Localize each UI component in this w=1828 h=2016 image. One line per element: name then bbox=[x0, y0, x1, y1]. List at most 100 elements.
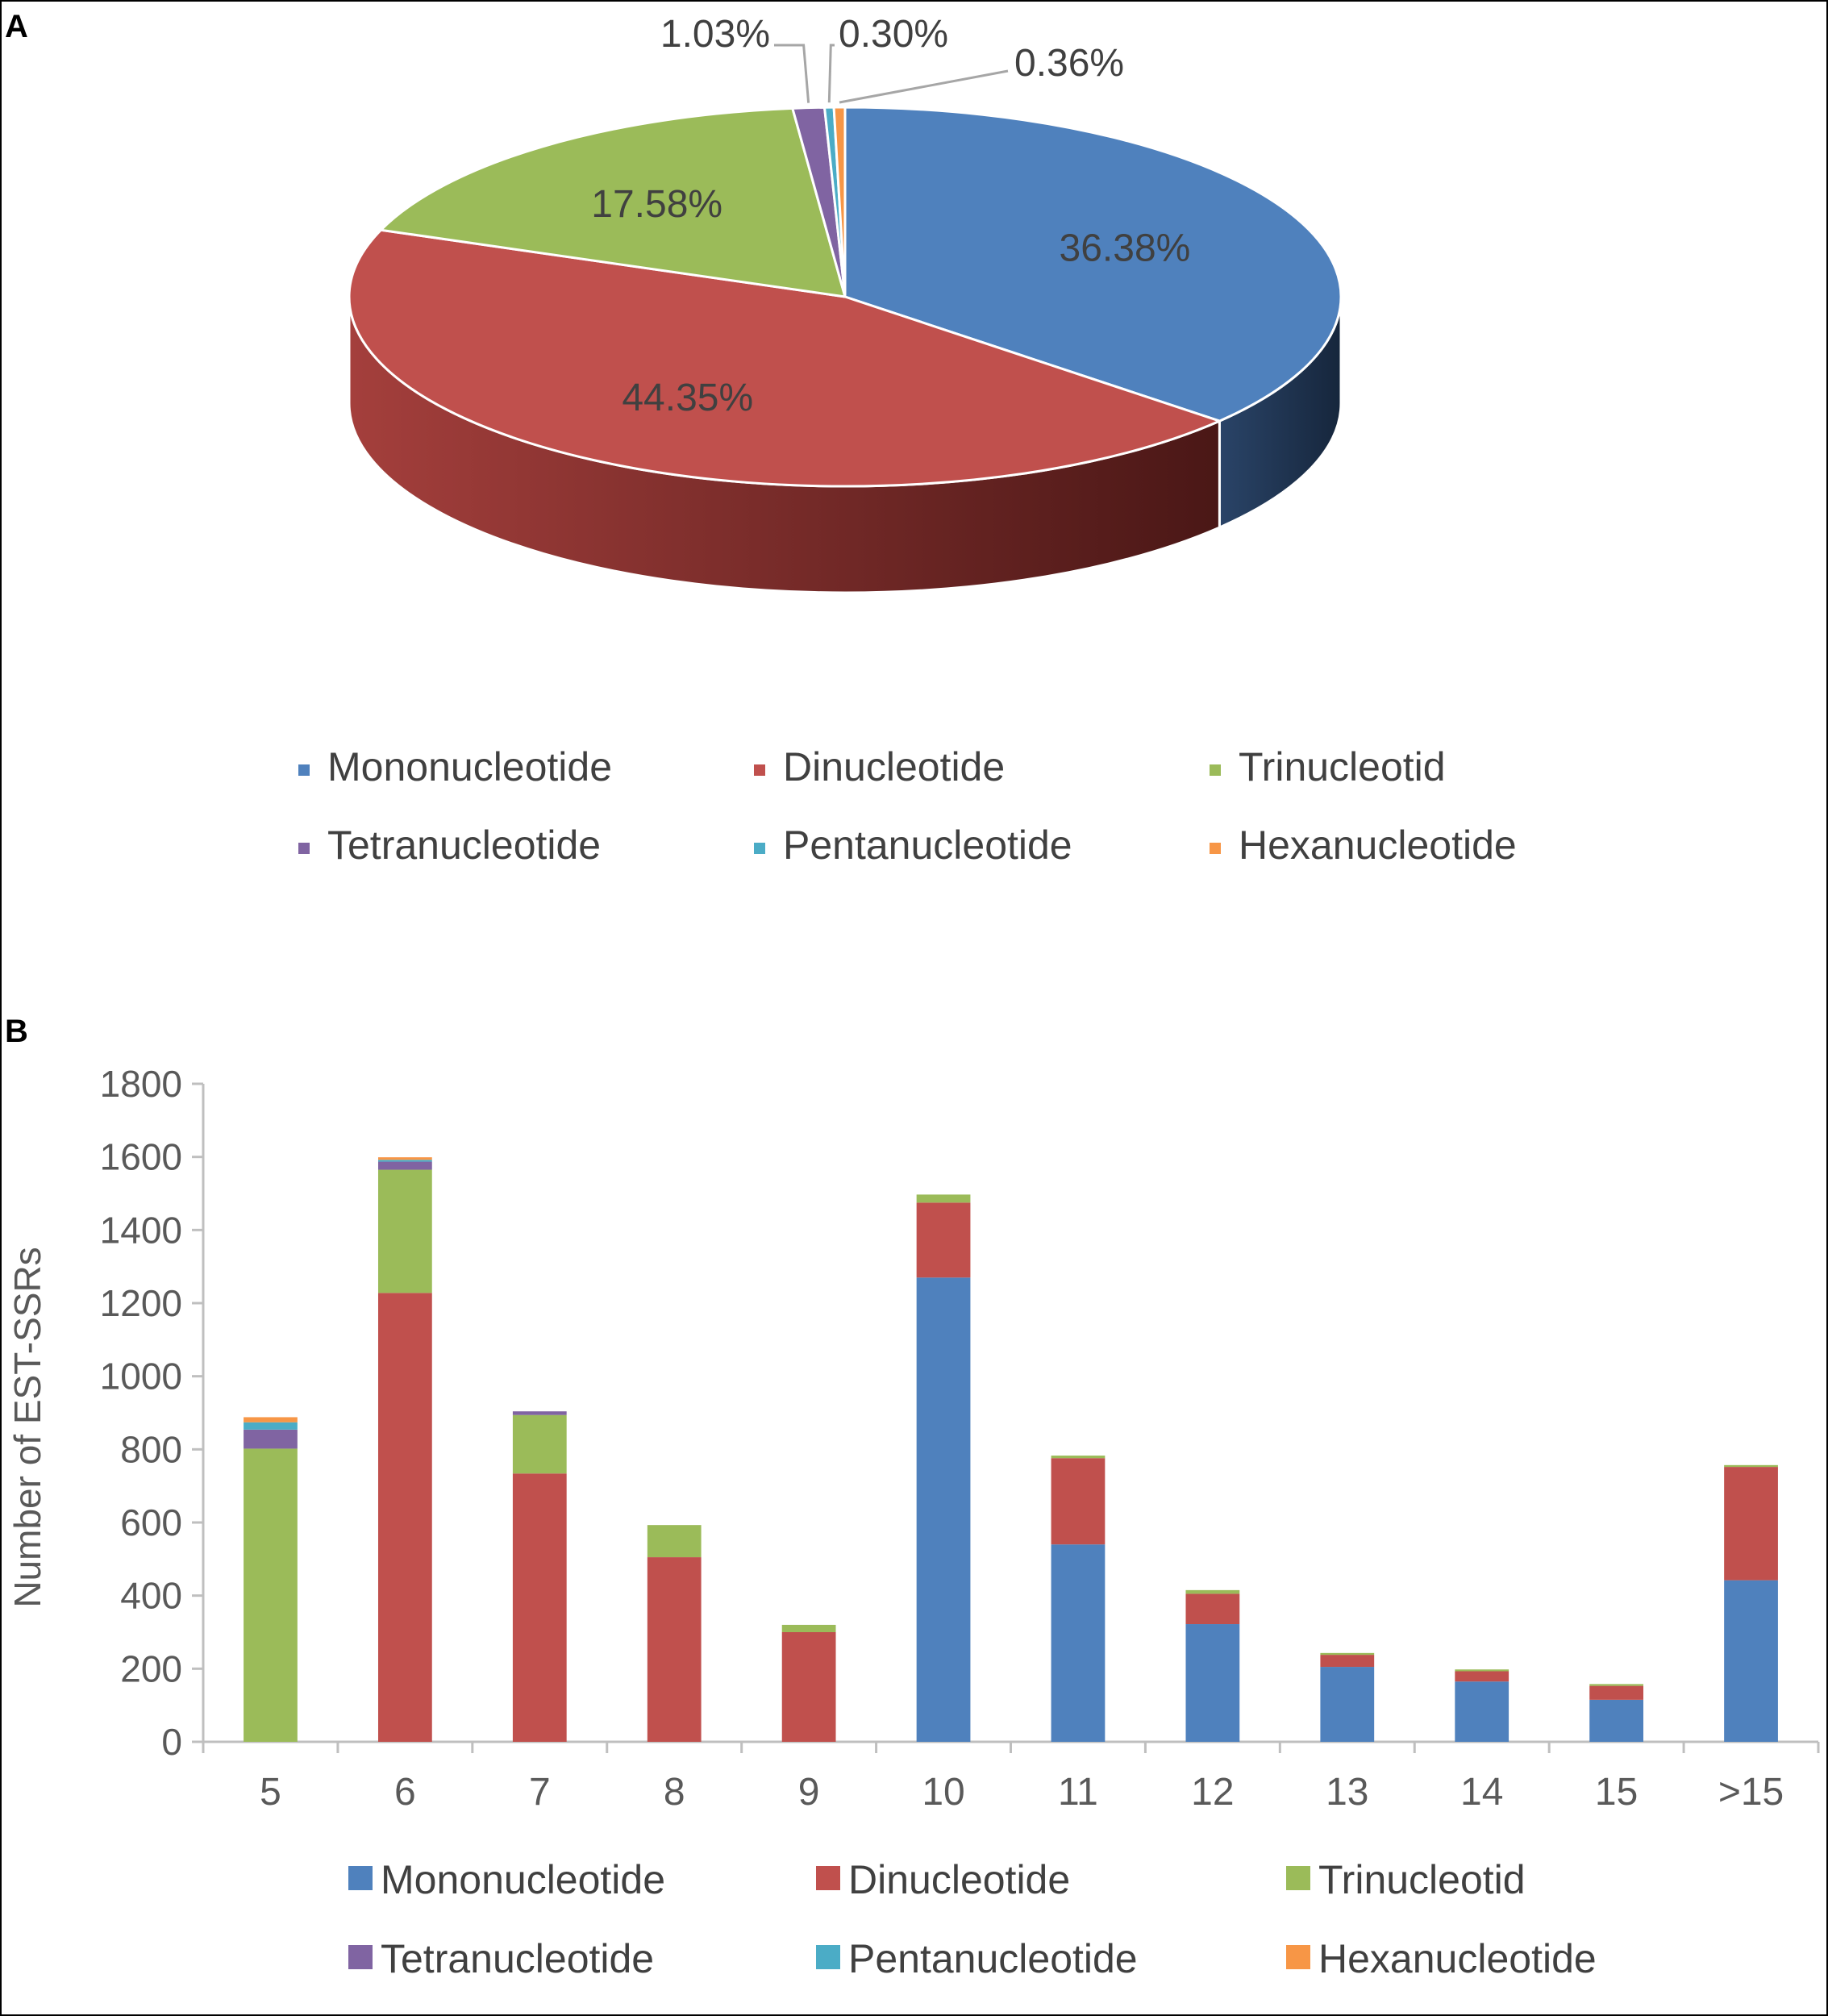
bar-trinucleotid-13 bbox=[1320, 1652, 1375, 1656]
pie-legend-trinucleotid: Trinucleotid bbox=[1239, 744, 1446, 789]
y-tick-labels: 0 200 400 600 800 1000 1200 1400 1600 1800 bbox=[100, 1063, 182, 1763]
bar-trinucleotid-9 bbox=[781, 1624, 836, 1632]
y-tick-label: 1000 bbox=[100, 1356, 182, 1397]
bar-tetranucleotide-5 bbox=[244, 1429, 298, 1449]
bar-legend-trinucleotid: Trinucleotid bbox=[1318, 1857, 1526, 1902]
bar-trinucleotid-12 bbox=[1185, 1589, 1240, 1594]
bar-legend-swatch-trinucleotid bbox=[1286, 1866, 1310, 1890]
bar-legend-hexanucleotide: Hexanucleotide bbox=[1318, 1936, 1597, 1981]
pie-label-dinucleotide: 44.35% bbox=[622, 377, 753, 419]
bar-dinucleotide-14 bbox=[1455, 1671, 1509, 1682]
bar-mononucleotide-10 bbox=[916, 1277, 971, 1742]
x-tick-label: 11 bbox=[1058, 1771, 1098, 1814]
x-tick-label: >15 bbox=[1718, 1771, 1784, 1814]
bar-dinucleotide-6 bbox=[377, 1293, 432, 1742]
x-tick-label: 15 bbox=[1595, 1771, 1638, 1814]
bar-legend-tetranucleotide: Tetranucleotide bbox=[381, 1936, 654, 1981]
pie-label-mononucleotide: 36.38% bbox=[1060, 227, 1191, 270]
pie-legend-hexanucleotide: Hexanucleotide bbox=[1239, 823, 1517, 868]
y-tick-label: 600 bbox=[120, 1502, 182, 1543]
y-axis-label: Number of EST-SSRs bbox=[6, 1247, 48, 1607]
bar-dinucleotide-12 bbox=[1185, 1593, 1240, 1625]
bar-dinucleotide-9 bbox=[781, 1632, 836, 1742]
stacked-bar-chart: 0 200 400 600 800 1000 1200 1400 1600 1800 5 6 7 8 9 1… bbox=[6, 1063, 1820, 1981]
pie-legend-mononucleotide: Mononucleotide bbox=[327, 744, 612, 789]
bar-trinucleotid-15 bbox=[1589, 1684, 1644, 1686]
bar-trinucleotid-10 bbox=[916, 1194, 971, 1203]
bar-mononucleotide-14 bbox=[1455, 1681, 1509, 1742]
bar-tetranucleotide-6 bbox=[377, 1161, 432, 1170]
x-tick-label: 12 bbox=[1191, 1771, 1234, 1814]
leader-line-hexanucleotide bbox=[839, 69, 1009, 104]
bar-mononucleotide-11 bbox=[1051, 1544, 1106, 1742]
bar-legend-mononucleotide: Mononucleotide bbox=[381, 1857, 665, 1902]
pie-slice-trinucleotid bbox=[379, 106, 847, 298]
bar-trinucleotid-6 bbox=[377, 1169, 432, 1293]
bar-legend-swatch-dinucleotide bbox=[816, 1866, 840, 1890]
panel-a-label: A bbox=[5, 9, 28, 44]
bar-trinucleotid-gt15 bbox=[1724, 1464, 1778, 1468]
bar-trinucleotid-5 bbox=[244, 1448, 298, 1742]
x-tick-label: 9 bbox=[798, 1771, 820, 1814]
pie-legend: Mononucleotide Dinucleotide Trinucleotid Te… bbox=[298, 744, 1517, 868]
y-tick-label: 1800 bbox=[100, 1063, 182, 1105]
bar-dinucleotide-8 bbox=[647, 1557, 702, 1742]
bar-hexanucleotide-5 bbox=[244, 1417, 298, 1422]
pie-legend-swatch-trinucleotid bbox=[1210, 764, 1221, 776]
leader-line-tetranucleotide bbox=[774, 44, 810, 103]
pie-slice-mononucleotide bbox=[843, 106, 1343, 423]
bar-mononucleotide-13 bbox=[1320, 1667, 1375, 1742]
y-tick-label: 800 bbox=[120, 1428, 182, 1470]
pie-legend-swatch-mononucleotide bbox=[298, 764, 310, 776]
bar-mononucleotide-12 bbox=[1185, 1624, 1240, 1742]
pie-data-labels: 36.38% 44.35% 17.58% 1.03% 0.30% 0.36% bbox=[591, 13, 1190, 419]
bar-legend-pentanucleotide: Pentanucleotide bbox=[848, 1936, 1138, 1981]
x-tick-label: 10 bbox=[922, 1771, 964, 1814]
pie-legend-pentanucleotide: Pentanucleotide bbox=[783, 823, 1072, 868]
bar-marks bbox=[244, 1157, 1778, 1742]
bar-axes bbox=[192, 1082, 1820, 1753]
y-tick-label: 0 bbox=[161, 1721, 182, 1763]
y-tick-label: 1400 bbox=[100, 1209, 182, 1251]
x-tick-label: 8 bbox=[664, 1771, 685, 1814]
bar-dinucleotide-7 bbox=[512, 1473, 567, 1742]
pie-slice-dinucleotide bbox=[348, 228, 1221, 488]
pie-legend-swatch-hexanucleotide bbox=[1210, 843, 1221, 854]
x-tick-label: 6 bbox=[394, 1771, 416, 1814]
bar-legend-swatch-pentanucleotide bbox=[816, 1945, 840, 1969]
bar-dinucleotide-10 bbox=[916, 1202, 971, 1278]
pie-legend-swatch-pentanucleotide bbox=[754, 843, 765, 854]
pie-top bbox=[348, 106, 1343, 488]
x-tick-label: 13 bbox=[1326, 1771, 1368, 1814]
pie-label-trinucleotid: 17.58% bbox=[591, 183, 722, 226]
bar-legend-dinucleotide: Dinucleotide bbox=[848, 1857, 1070, 1902]
pie-legend-swatch-tetranucleotide bbox=[298, 843, 310, 854]
pie-legend-dinucleotide: Dinucleotide bbox=[783, 744, 1005, 789]
bar-legend-swatch-mononucleotide bbox=[348, 1866, 373, 1890]
bar-trinucleotid-11 bbox=[1051, 1456, 1106, 1459]
x-tick-label: 14 bbox=[1460, 1771, 1503, 1814]
pie-slice-hexanucleotide bbox=[832, 106, 847, 298]
bar-legend-swatch-hexanucleotide bbox=[1286, 1945, 1310, 1969]
bar-dinucleotide-gt15 bbox=[1724, 1467, 1778, 1581]
bar-trinucleotid-8 bbox=[647, 1525, 702, 1558]
y-tick-label: 1600 bbox=[100, 1136, 182, 1178]
y-tick-label: 200 bbox=[120, 1647, 182, 1689]
y-tick-label: 400 bbox=[120, 1575, 182, 1617]
pie-label-hexanucleotide: 0.36% bbox=[1014, 42, 1124, 85]
bar-dinucleotide-15 bbox=[1589, 1685, 1644, 1700]
pie-leader-lines bbox=[774, 44, 1009, 104]
bar-trinucleotid-14 bbox=[1455, 1669, 1509, 1672]
pie-chart: 36.38% 44.35% 17.58% 1.03% 0.30% 0.36% Mononu… bbox=[298, 13, 1517, 868]
x-tick-labels: 5 6 7 8 9 10 11 12 13 14 15 >15 bbox=[260, 1771, 1784, 1814]
pie-label-tetranucleotide: 1.03% bbox=[660, 13, 770, 56]
bar-tetranucleotide-7 bbox=[512, 1411, 567, 1415]
x-tick-label: 7 bbox=[529, 1771, 551, 1814]
bar-mononucleotide-15 bbox=[1589, 1699, 1644, 1742]
bar-dinucleotide-11 bbox=[1051, 1458, 1106, 1545]
pie-legend-tetranucleotide: Tetranucleotide bbox=[327, 823, 601, 868]
pie-label-pentanucleotide: 0.30% bbox=[839, 13, 948, 56]
bar-hexanucleotide-6 bbox=[377, 1157, 432, 1160]
bar-pentanucleotide-5 bbox=[244, 1422, 298, 1430]
